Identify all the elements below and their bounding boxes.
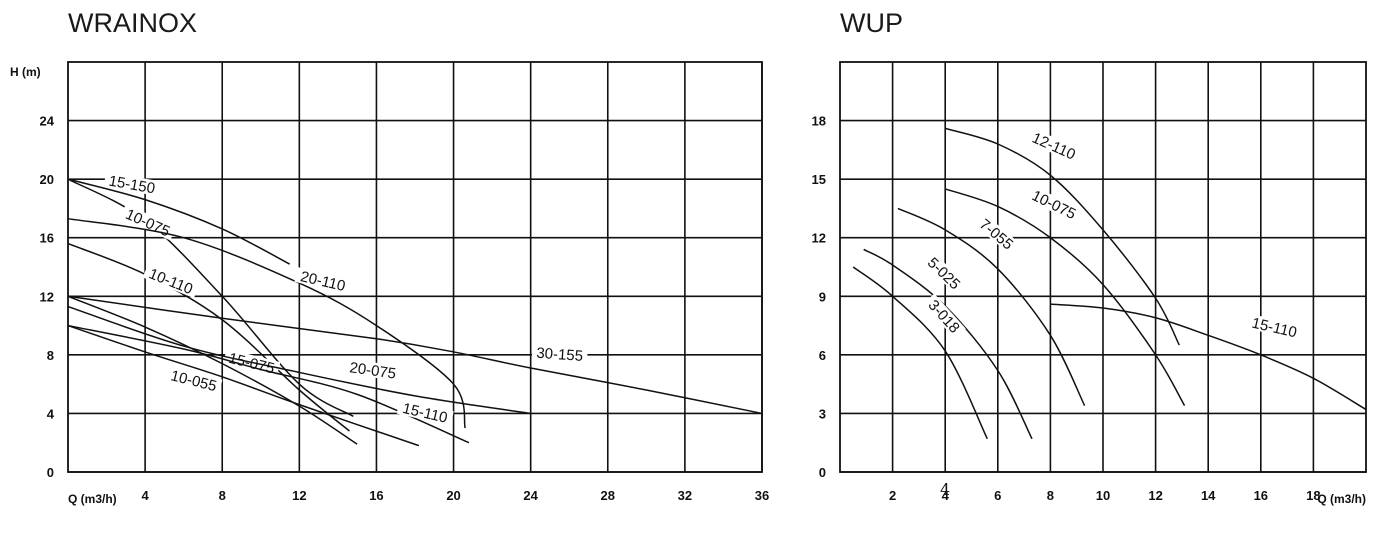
wup-curve-10-075: [944, 188, 1186, 406]
wup-curve-label-bg-15-110: [1245, 313, 1304, 341]
wup-x-tick-18: 18: [1306, 488, 1320, 503]
wrainox-curve-20-075: [67, 305, 531, 415]
wrainox-curve-label-10-075: 10-075: [123, 206, 173, 241]
wup-curve-15-110: [1050, 303, 1367, 411]
wrainox-curve-10-055: [67, 324, 420, 447]
wup-y-tick-18: 18: [812, 114, 826, 129]
wrainox-curve-label-30-155: 30-155: [536, 345, 584, 365]
wrainox-curve-label-bg-20-110: [294, 267, 352, 295]
wup-curve-label-bg-7-055: [973, 212, 1020, 255]
wup-curve-label-bg-10-075: [1026, 185, 1083, 224]
wrainox-plot-frame: [67, 61, 763, 473]
wup-y-tick-3: 3: [819, 406, 826, 421]
wup-curve-label-bg-3-018: [923, 293, 966, 339]
wup-plot-frame: [839, 61, 1367, 473]
wrainox-curve-label-bg-15-110: [396, 398, 454, 426]
wup-y-tick-9: 9: [819, 289, 826, 304]
wrainox-y-tick-8: 8: [47, 348, 54, 363]
wrainox-x-axis-label: Q (m3/h): [68, 492, 117, 506]
wrainox-x-tick-4: 4: [141, 488, 149, 503]
wrainox-curve-label-bg-10-110: [142, 263, 200, 299]
wrainox-x-tick-28: 28: [601, 488, 615, 503]
wup-x-tick-2: 2: [889, 488, 896, 503]
wrainox-curve-label-bg-20-075: [344, 358, 402, 382]
chart-title-wrainox: WRAINOX: [68, 8, 198, 38]
wup-y-tick-12: 12: [812, 231, 826, 246]
wrainox-curve-30-155: [67, 295, 763, 415]
wup-curve-label-12-110: 12-110: [1029, 129, 1078, 163]
wrainox-chart: 4 8 12 16 20 24 28 32 36 0 4 8 12 16 20 24 Q (m3/h) H (m)…: [10, 61, 769, 506]
wrainox-curve-10-075: [67, 178, 354, 418]
wup-curve-label-bg-12-110: [1025, 127, 1083, 164]
wrainox-curve-15-150: [67, 178, 291, 265]
wup-curve-label-10-075: 10-075: [1029, 187, 1078, 223]
page-number: 4: [940, 480, 950, 499]
wup-curve-12-110: [944, 127, 1180, 346]
wrainox-curve-label-bg-10-055: [165, 366, 223, 395]
chart-title-wup: WUP: [840, 8, 903, 38]
wrainox-y-tick-4: 4: [47, 406, 55, 421]
wrainox-y-tick-20: 20: [40, 172, 54, 187]
wrainox-curve-label-10-055: 10-055: [169, 367, 218, 395]
wup-y-tick-0: 0: [819, 465, 826, 480]
wrainox-x-tick-16: 16: [369, 488, 383, 503]
wrainox-curve-label-10-110: 10-110: [146, 265, 195, 298]
wrainox-y-tick-12: 12: [40, 289, 54, 304]
wrainox-curve-label-15-075: 15-075: [227, 350, 276, 378]
wrainox-curve-label-15-150: 15-150: [107, 173, 156, 198]
wrainox-curve-label-bg-30-155: [531, 344, 588, 364]
wup-x-tick-14: 14: [1201, 488, 1216, 503]
wup-curve-label-bg-5-025: [922, 251, 967, 295]
wrainox-curve-20-110: [67, 217, 466, 429]
wrainox-curve-label-20-075: 20-075: [348, 359, 397, 382]
wup-curve-3-018: [852, 266, 988, 440]
wup-y-tick-6: 6: [819, 348, 826, 363]
wup-x-tick-12: 12: [1148, 488, 1162, 503]
wrainox-x-tick-24: 24: [523, 488, 538, 503]
wup-y-tick-15: 15: [812, 172, 826, 187]
wup-x-tick-10: 10: [1096, 488, 1110, 503]
wrainox-y-tick-0: 0: [47, 465, 54, 480]
wup-curve-label-15-110: 15-110: [1250, 315, 1298, 342]
wup-x-tick-16: 16: [1254, 488, 1268, 503]
wrainox-x-tick-36: 36: [755, 488, 769, 503]
wrainox-x-tick-20: 20: [446, 488, 460, 503]
wrainox-y-axis-label: H (m): [10, 65, 41, 79]
wrainox-x-tick-8: 8: [219, 488, 226, 503]
wrainox-curve-label-bg-15-150: [103, 171, 161, 197]
wrainox-curve-15-075: [67, 295, 358, 445]
wup-curve-7-055: [897, 207, 1086, 406]
wrainox-x-tick-32: 32: [678, 488, 692, 503]
wrainox-curve-10-110: [67, 242, 350, 432]
wrainox-y-tick-16: 16: [40, 231, 54, 246]
wrainox-curve-label-20-110: 20-110: [299, 268, 347, 295]
wup-x-axis-label: Q (m3/h): [1317, 492, 1366, 506]
wup-x-tick-8: 8: [1047, 488, 1054, 503]
wrainox-y-tick-24: 24: [40, 114, 55, 129]
wrainox-x-tick-12: 12: [292, 488, 306, 503]
wrainox-curve-label-bg-10-075: [119, 204, 177, 241]
wup-x-tick-6: 6: [994, 488, 1001, 503]
wup-x-tick-4: 4: [942, 488, 950, 503]
